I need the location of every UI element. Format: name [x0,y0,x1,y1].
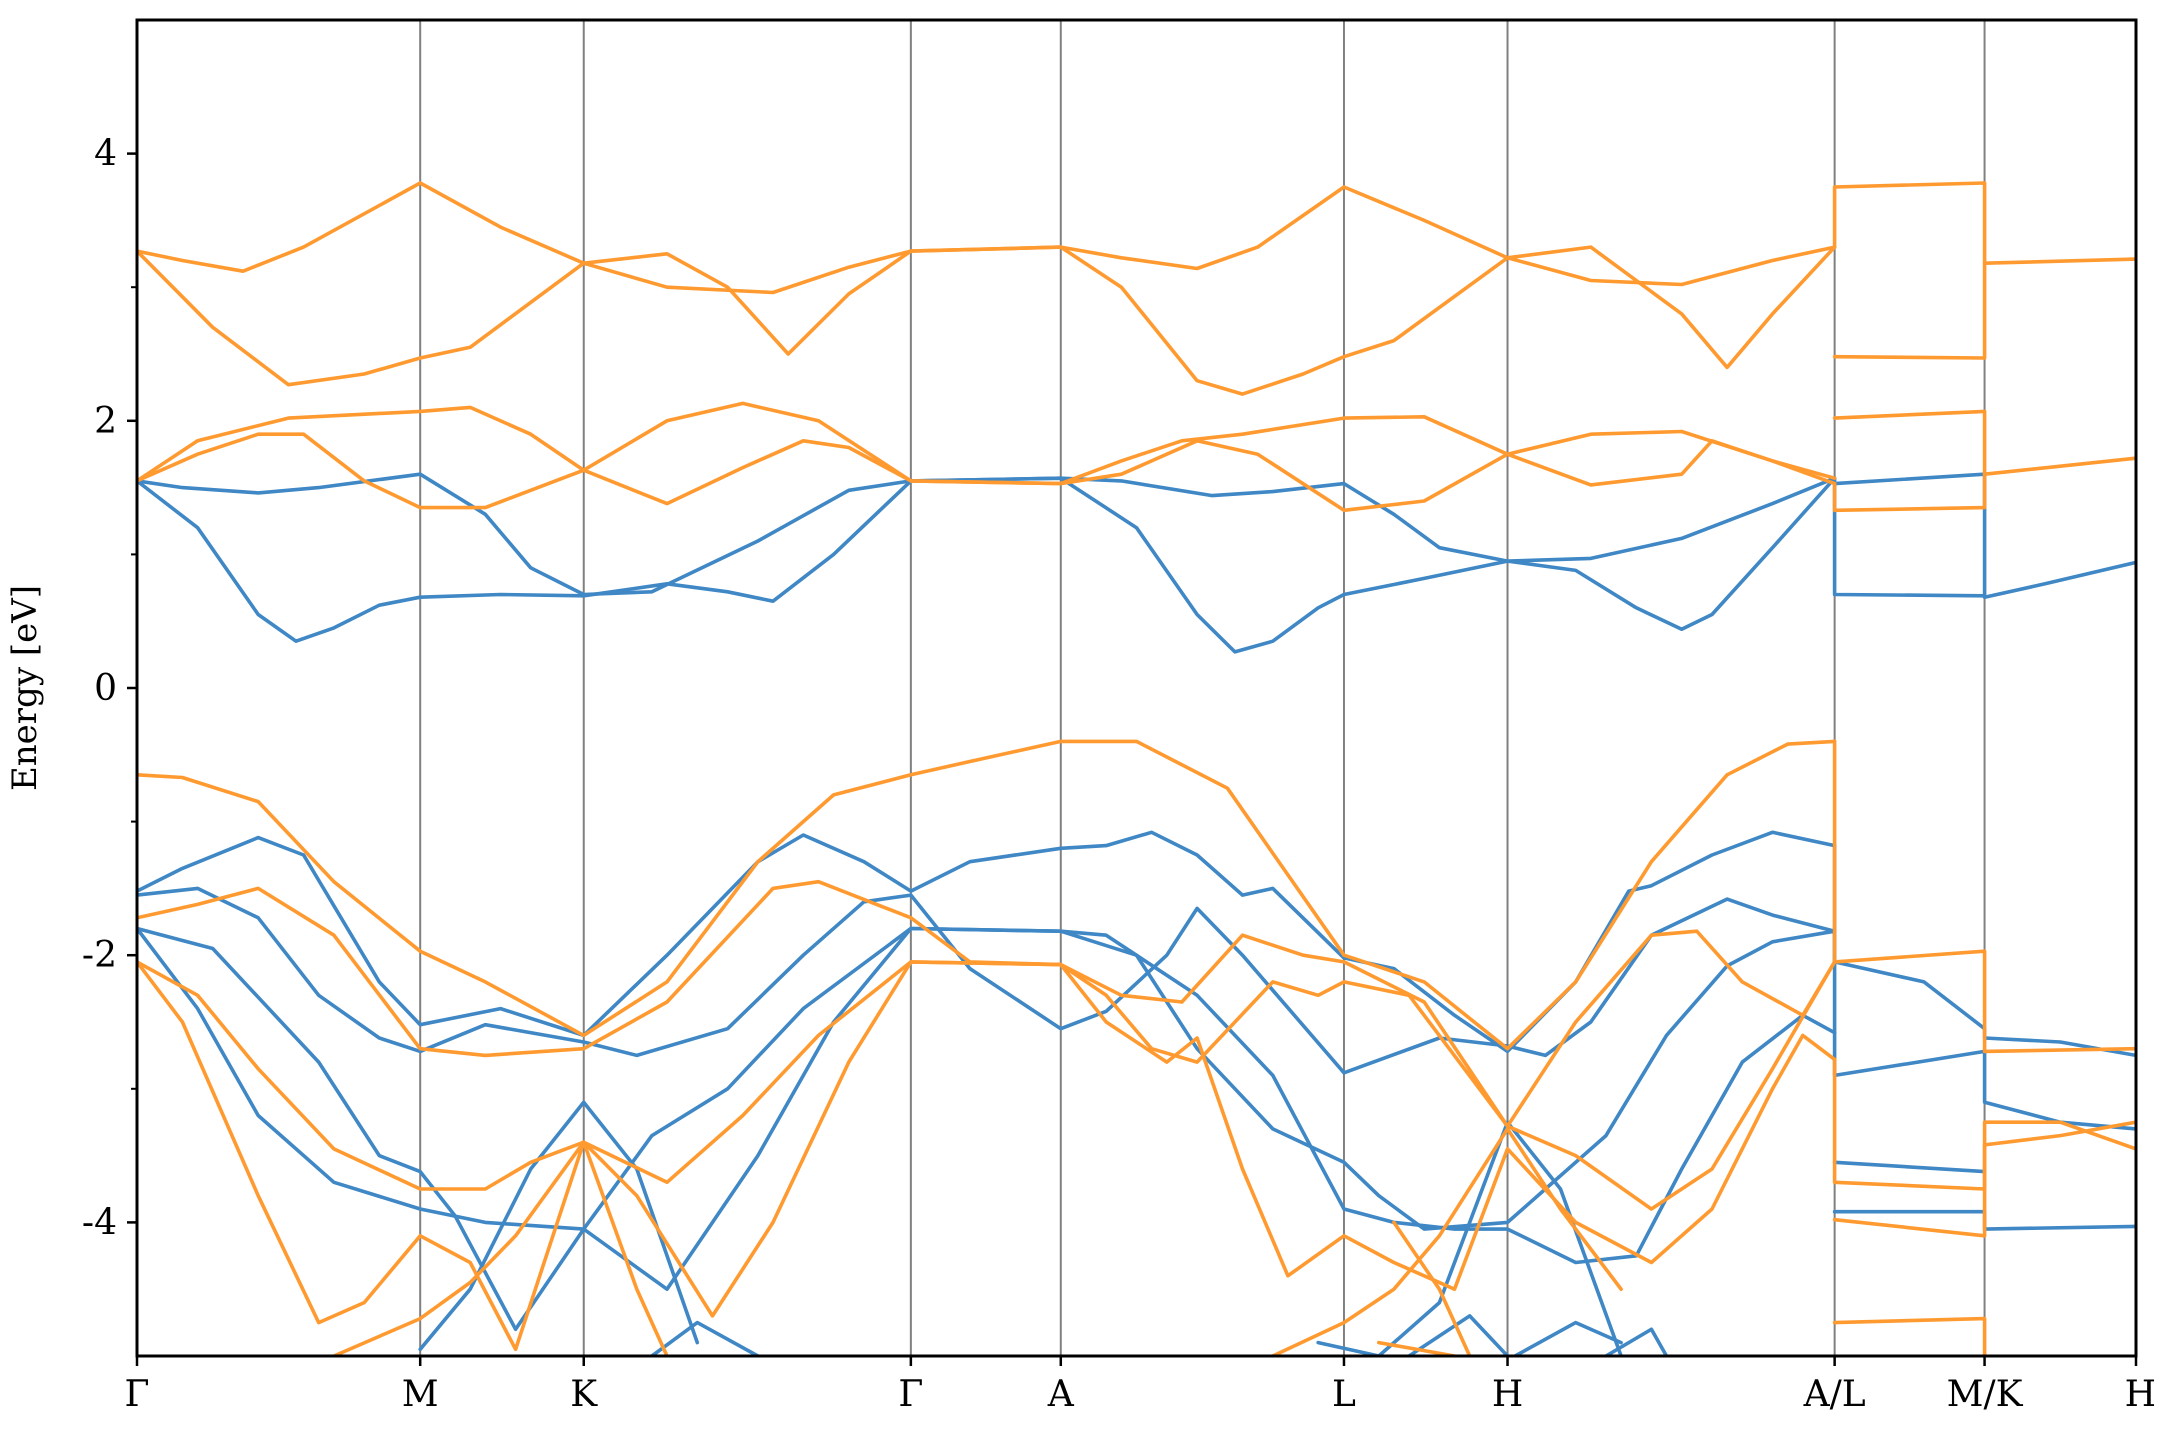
orange-band-segment [137,960,1837,1352]
y-tick-label: 0 [94,668,117,709]
orange-band-segment [1832,181,2136,265]
orange-band-segment [1832,1120,2136,1238]
orange-band-segment [137,432,1837,513]
x-tick-label: H [1492,1374,1523,1415]
orange-band-segment [1392,1220,1472,1356]
blue-band-segment [1832,1160,1987,1174]
blue-band-segment [137,886,1837,1075]
x-tick-label: A [1047,1374,1075,1415]
orange-band-segment [137,879,1837,1128]
blue-band-segment [1377,1120,1623,1356]
blue-band-segment [1316,1340,1381,1356]
blue-band-segment [1832,843,2136,1131]
high-symmetry-dividers [419,20,1986,1356]
blue-band-segment [1407,1314,1510,1356]
x-tick-label: M/K [1947,1374,2024,1415]
orange-band-segment [137,960,1837,1211]
orange-band-segment [332,1140,669,1356]
x-tick-label: K [570,1374,598,1415]
orange-band-segment [1271,1127,1623,1356]
orange-band-segment [1832,472,1987,513]
bands [137,181,2136,1356]
blue-band-segment [650,1320,760,1356]
orange-band-segment [137,739,1837,1051]
y-tick-label: -2 [82,935,117,976]
blue-band-segment [1604,1327,1669,1356]
y-tick-label: 4 [94,134,117,175]
orange-band-segment [1832,1316,1987,1356]
x-tick-label: H [2125,1374,2156,1415]
y-tick-label: -4 [82,1202,117,1243]
x-tick-label: Γ [898,1374,923,1415]
orange-band-segment [1377,1340,1457,1356]
blue-band-segment [1513,1320,1623,1356]
orange-band-segment [1832,739,2136,1054]
blue-band-segment [1832,472,1987,598]
orange-band-segment [137,181,1837,295]
x-tick-label: M [402,1374,439,1415]
orange-band-segment [1832,261,1987,360]
y-axis-title: Energy [eV] [5,585,45,791]
y-axis: -4 -2 0 2 4 [82,134,137,1243]
x-tick-label: A/L [1803,1374,1866,1415]
blue-band-segment [137,476,1837,654]
orange-band-segment [1832,409,2136,476]
x-tick-label: Γ [125,1374,150,1415]
orange-band-segment [137,401,1837,486]
orange-band-segment [137,245,1837,396]
blue-band-segment [418,1100,700,1352]
x-axis: Γ M K Γ A L H A/L M/K H [125,1356,2156,1415]
y-tick-label: 2 [94,401,117,442]
x-tick-label: L [1332,1374,1356,1415]
blue-band-segment [137,926,1837,1332]
